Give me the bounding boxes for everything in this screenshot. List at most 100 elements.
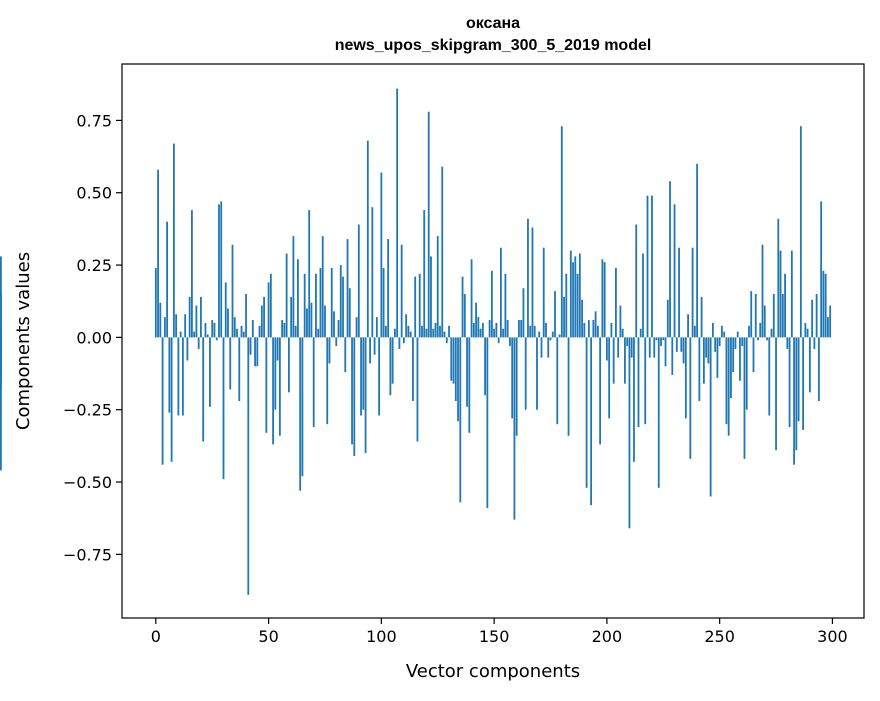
bar: [184, 314, 187, 338]
bar: [635, 224, 638, 338]
bar: [310, 302, 313, 338]
bar: [639, 328, 642, 338]
bar: [0, 337, 2, 471]
bar: [779, 250, 782, 338]
bar: [393, 328, 396, 338]
bar: [195, 305, 198, 338]
y-axis-label: Components values: [13, 252, 34, 430]
bar: [542, 247, 545, 338]
bar: [256, 337, 259, 367]
bar: [637, 337, 640, 428]
bar: [585, 337, 588, 488]
bar: [285, 253, 288, 338]
bar: [529, 325, 532, 338]
bar: [655, 337, 658, 341]
bar: [583, 322, 586, 338]
bar: [540, 337, 543, 358]
bar: [236, 328, 238, 338]
bar: [797, 337, 800, 422]
bar: [766, 337, 768, 341]
bar: [594, 311, 597, 338]
bar: [596, 325, 599, 338]
bar: [389, 337, 392, 396]
bar: [763, 305, 766, 338]
bar: [693, 325, 696, 338]
bar: [339, 265, 342, 338]
bar: [536, 337, 538, 410]
bar: [576, 273, 579, 338]
bar: [689, 337, 692, 459]
bar: [204, 322, 207, 338]
bar: [161, 337, 164, 465]
bar: [554, 291, 556, 338]
bar: [188, 296, 191, 338]
bar: [472, 322, 475, 338]
bar: [0, 325, 2, 338]
bar: [218, 204, 220, 338]
bar: [662, 337, 665, 341]
bar: [351, 337, 353, 445]
bar: [716, 337, 719, 378]
plot-frame: [121, 63, 865, 619]
bar: [157, 169, 159, 338]
bar: [651, 195, 653, 338]
bar: [175, 314, 178, 338]
bar: [292, 236, 295, 338]
bar: [784, 273, 786, 338]
bar: [272, 337, 274, 445]
bar: [520, 320, 523, 338]
bar: [306, 308, 308, 338]
bar: [215, 337, 218, 341]
bar: [790, 250, 793, 338]
bar: [707, 337, 710, 364]
bar: [569, 250, 572, 338]
bar: [319, 267, 322, 338]
bar: [461, 276, 464, 338]
bar: [258, 325, 261, 338]
bar: [360, 337, 362, 416]
bar: [752, 337, 755, 373]
bar: [414, 276, 417, 338]
bar: [452, 337, 455, 384]
bar: [522, 288, 525, 338]
bar: [353, 337, 356, 456]
bar: [220, 201, 223, 338]
bar: [723, 331, 726, 338]
y-tick-label: −0.50: [63, 473, 112, 492]
bar: [684, 337, 687, 419]
bar: [648, 337, 651, 358]
bar: [172, 143, 175, 338]
bar: [274, 337, 277, 410]
bar: [696, 163, 698, 338]
bar: [423, 210, 426, 338]
bar: [578, 253, 581, 338]
bar: [736, 331, 739, 338]
bar: [430, 256, 432, 338]
bar: [664, 337, 667, 367]
bar: [400, 244, 403, 338]
bar: [315, 273, 317, 338]
bar: [617, 337, 620, 358]
bar: [468, 337, 471, 433]
y-ticks-layer: −0.75 −0.50 −0.25 0.00 0.25 0.50 0.75: [63, 111, 122, 564]
bar: [587, 320, 590, 338]
bar: [757, 337, 759, 341]
bar: [621, 328, 624, 338]
bar: [490, 270, 493, 338]
bar: [166, 221, 168, 338]
bar: [191, 210, 193, 338]
bar: [170, 337, 173, 462]
x-axis-label: Vector components: [406, 661, 580, 682]
bar: [202, 337, 205, 442]
y-tick-label: −0.25: [63, 401, 112, 420]
bar: [795, 337, 798, 451]
bar: [312, 337, 315, 428]
bar: [610, 322, 613, 338]
x-tick-label: 50: [258, 627, 278, 646]
bar: [245, 293, 247, 338]
bar: [714, 337, 717, 352]
bar: [448, 325, 450, 338]
bar: [342, 276, 344, 338]
bar: [619, 305, 622, 338]
bar: [337, 320, 340, 338]
